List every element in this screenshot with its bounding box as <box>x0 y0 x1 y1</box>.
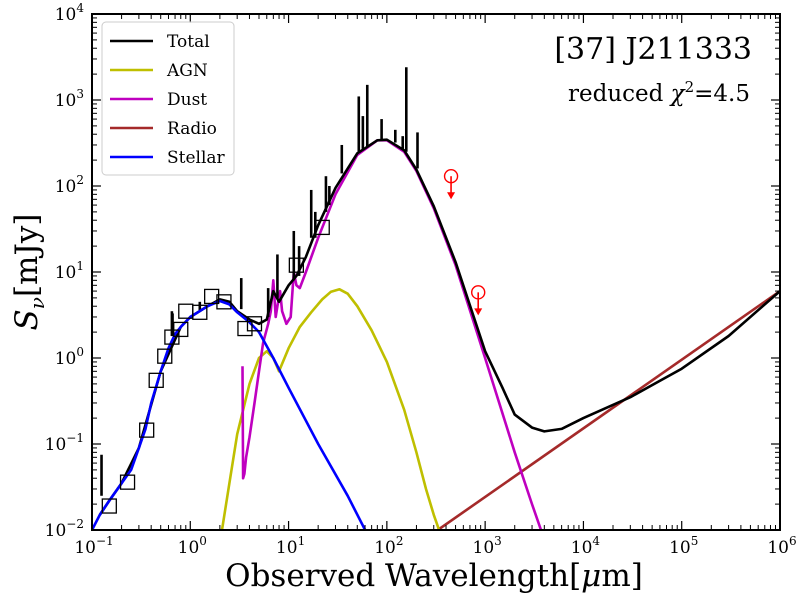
photometry-point-11 <box>216 294 232 310</box>
upper-limit-2 <box>471 285 486 316</box>
photometry-point-7 <box>173 321 189 338</box>
y-axis-label: Sν[mJy] <box>9 214 49 331</box>
legend-label-stellar: Stellar <box>167 148 226 168</box>
y-axis-label-unit: [mJy] <box>9 214 45 298</box>
y-tick-label: 10−1 <box>45 431 84 455</box>
chi2-suffix: =4.5 <box>694 81 750 107</box>
x-axis-label: Observed Wavelength[μm] <box>225 558 643 594</box>
y-tick-label: 101 <box>55 259 84 283</box>
y-axis-label-nu: ν <box>25 297 49 309</box>
x-axis-label-suffix: m] <box>601 558 643 594</box>
chi2-symbol: χ <box>669 81 687 107</box>
y-tick-label: 100 <box>55 345 84 369</box>
y-tick-label: 10−2 <box>45 517 84 541</box>
x-tick-label: 10−1 <box>74 534 113 558</box>
series-agn-line <box>220 288 441 530</box>
y-axis-label-s: S <box>9 309 45 330</box>
legend-label-agn: AGN <box>166 61 208 81</box>
photometry-point-12 <box>237 320 253 337</box>
plot-frame <box>91 13 781 531</box>
upper-limit-1 <box>443 169 459 200</box>
photometry-point-15 <box>314 219 330 236</box>
photometry-point-9 <box>192 304 208 320</box>
chi2-prefix: reduced <box>568 81 671 107</box>
photometry-point-10 <box>204 288 220 305</box>
legend-box <box>101 21 235 176</box>
x-axis-label-mu: μ <box>581 558 601 594</box>
chart-title: [37] J211333 <box>554 32 752 67</box>
y-tick-label: 104 <box>55 1 85 25</box>
legend: Total AGN Dust Radio Stellar <box>101 21 235 176</box>
photometry-point-5 <box>157 348 173 364</box>
series-radio-line <box>437 290 780 530</box>
photometry-point-6 <box>164 329 180 345</box>
y-tick-label: 103 <box>55 87 84 111</box>
legend-label-radio: Radio <box>167 119 217 139</box>
x-tick-label: 101 <box>276 534 305 558</box>
upper-limit-arrowhead <box>474 308 483 316</box>
legend-label-total: Total <box>167 32 210 52</box>
x-tick-label: 100 <box>178 534 207 558</box>
legend-label-dust: Dust <box>167 90 207 110</box>
photometry-point-14 <box>288 257 305 273</box>
y-tick-label: 102 <box>55 173 84 197</box>
x-tick-label: 105 <box>669 534 698 558</box>
x-tick-label: 102 <box>374 534 403 558</box>
chi2-annotation: reduced χ2=4.5 <box>568 78 750 107</box>
data-layer <box>92 67 780 530</box>
photometry-point-13 <box>246 316 263 332</box>
photometry-point-3 <box>139 422 155 438</box>
x-axis-label-text: Observed Wavelength[ <box>225 558 581 594</box>
photometry-point-1 <box>101 498 117 514</box>
x-tick-label: 103 <box>473 534 502 558</box>
upper-limit-arrowhead <box>447 192 456 200</box>
photometry-point-4 <box>148 372 164 388</box>
x-tick-label: 106 <box>767 534 796 558</box>
x-tick-label: 104 <box>571 534 601 558</box>
photometry-point-2 <box>119 474 136 490</box>
chi2-sup: 2 <box>685 78 695 96</box>
